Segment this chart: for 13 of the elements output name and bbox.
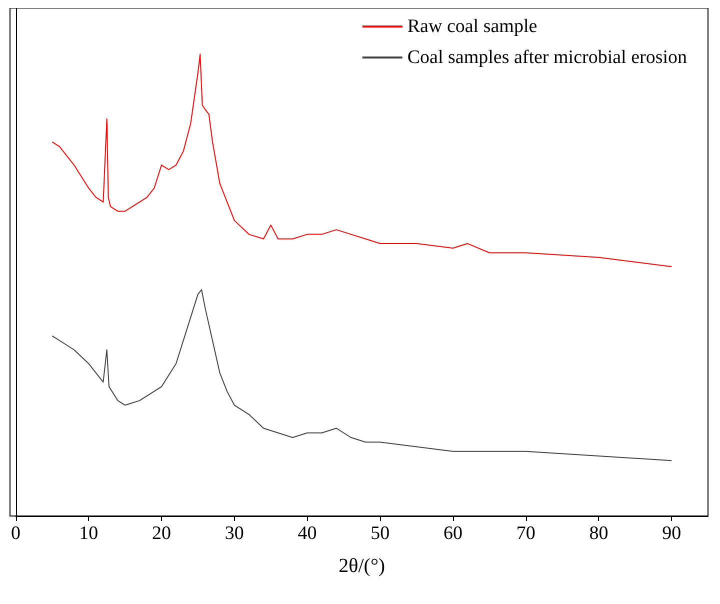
x-tick-label: 40 [298,523,317,544]
legend-label: Coal samples after microbial erosion [407,47,688,68]
x-tick-label: 60 [443,523,462,544]
x-tick-label: 70 [516,523,536,544]
x-tick-label: 30 [224,523,244,544]
x-tick-label: 50 [370,523,390,544]
x-tick-label: 10 [79,523,98,544]
x-axis-title: 2θ/(°) [338,555,386,577]
x-tick-label: 20 [152,523,171,544]
x-tick-label: 90 [662,523,682,544]
x-tick-label: 80 [589,523,608,544]
x-tick-label: 0 [11,523,20,544]
legend-label: Raw coal sample [407,16,538,37]
